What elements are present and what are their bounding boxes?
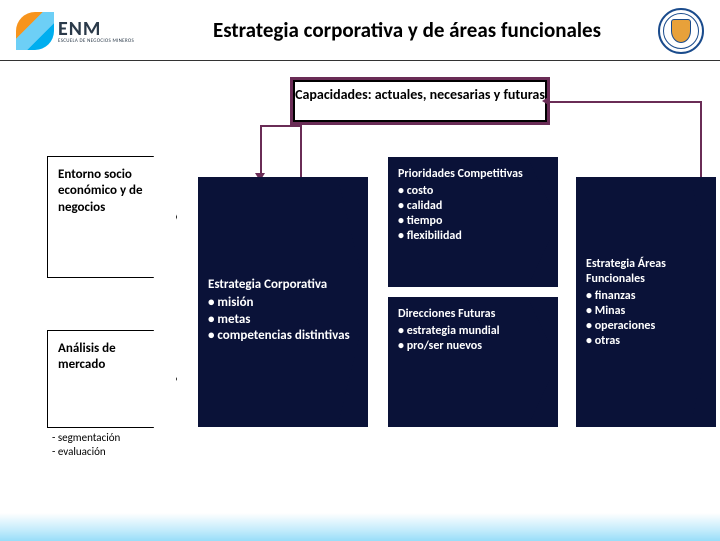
- direcciones-content: Direcciones Futuras estrategia mundial p…: [388, 297, 558, 427]
- entorno-box: Entorno socio económico y de negocios: [48, 157, 176, 277]
- estrategia-corp-title: Estrategia Corporativa: [208, 277, 350, 293]
- estrategia-corp-content: Estrategia Corporativa misión metas comp…: [198, 177, 368, 427]
- estrategia-areas-content: Estrategia Áreas Funcionales finanzas Mi…: [576, 177, 716, 427]
- direcciones-box: Direcciones Futuras estrategia mundial p…: [388, 297, 558, 427]
- connector-line: [300, 125, 302, 177]
- estrategia-corp-box: Estrategia Corporativa misión metas comp…: [198, 177, 368, 427]
- estrategia-areas-bullets: finanzas Minas operaciones otras: [586, 289, 698, 349]
- entorno-text: Entorno socio económico y de negocios: [48, 157, 176, 277]
- footer-gradient: [0, 513, 720, 541]
- prioridades-bullets: costo calidad tiempo flexibilidad: [398, 184, 540, 244]
- capacidades-text: Capacidades: actuales, necesarias y futu…: [293, 80, 547, 122]
- prioridades-title: Prioridades Competitivas: [398, 167, 540, 182]
- analisis-box: Análisis de mercado: [48, 331, 176, 427]
- logo-ucn: [658, 8, 704, 54]
- connector-line: [550, 101, 700, 103]
- logo-swoosh-icon: [16, 12, 54, 50]
- header: ENM ESCUELA DE NEGOCIOS MINEROS Estrateg…: [0, 0, 720, 61]
- analisis-sublabel: - segmentación - evaluación: [52, 431, 120, 460]
- capacidades-box: Capacidades: actuales, necesarias y futu…: [290, 77, 550, 125]
- direcciones-bullets: estrategia mundial pro/ser nuevos: [398, 324, 540, 354]
- prioridades-content: Prioridades Competitivas costo calidad t…: [388, 157, 558, 287]
- connector-line: [260, 125, 300, 127]
- shield-icon: [671, 19, 691, 43]
- page-title: Estrategia corporativa y de áreas funcio…: [156, 18, 658, 43]
- analisis-text: Análisis de mercado: [48, 331, 176, 427]
- direcciones-title: Direcciones Futuras: [398, 307, 540, 322]
- analisis-sub-2: - evaluación: [52, 445, 120, 459]
- estrategia-areas-box: Estrategia Áreas Funcionales finanzas Mi…: [576, 177, 716, 427]
- estrategia-corp-bullets: misión metas competencias distintivas: [208, 295, 350, 344]
- logo-subtext: ESCUELA DE NEGOCIOS MINEROS: [58, 39, 134, 44]
- logo-enm: ENM ESCUELA DE NEGOCIOS MINEROS: [16, 10, 156, 52]
- prioridades-box: Prioridades Competitivas costo calidad t…: [388, 157, 558, 287]
- arrowhead-icon: [542, 96, 550, 106]
- diagram-canvas: Capacidades: actuales, necesarias y futu…: [0, 61, 720, 541]
- connector-line: [260, 125, 262, 175]
- estrategia-areas-title: Estrategia Áreas Funcionales: [586, 257, 698, 287]
- logo-text: ENM: [58, 19, 134, 39]
- analisis-sub-1: - segmentación: [52, 431, 120, 445]
